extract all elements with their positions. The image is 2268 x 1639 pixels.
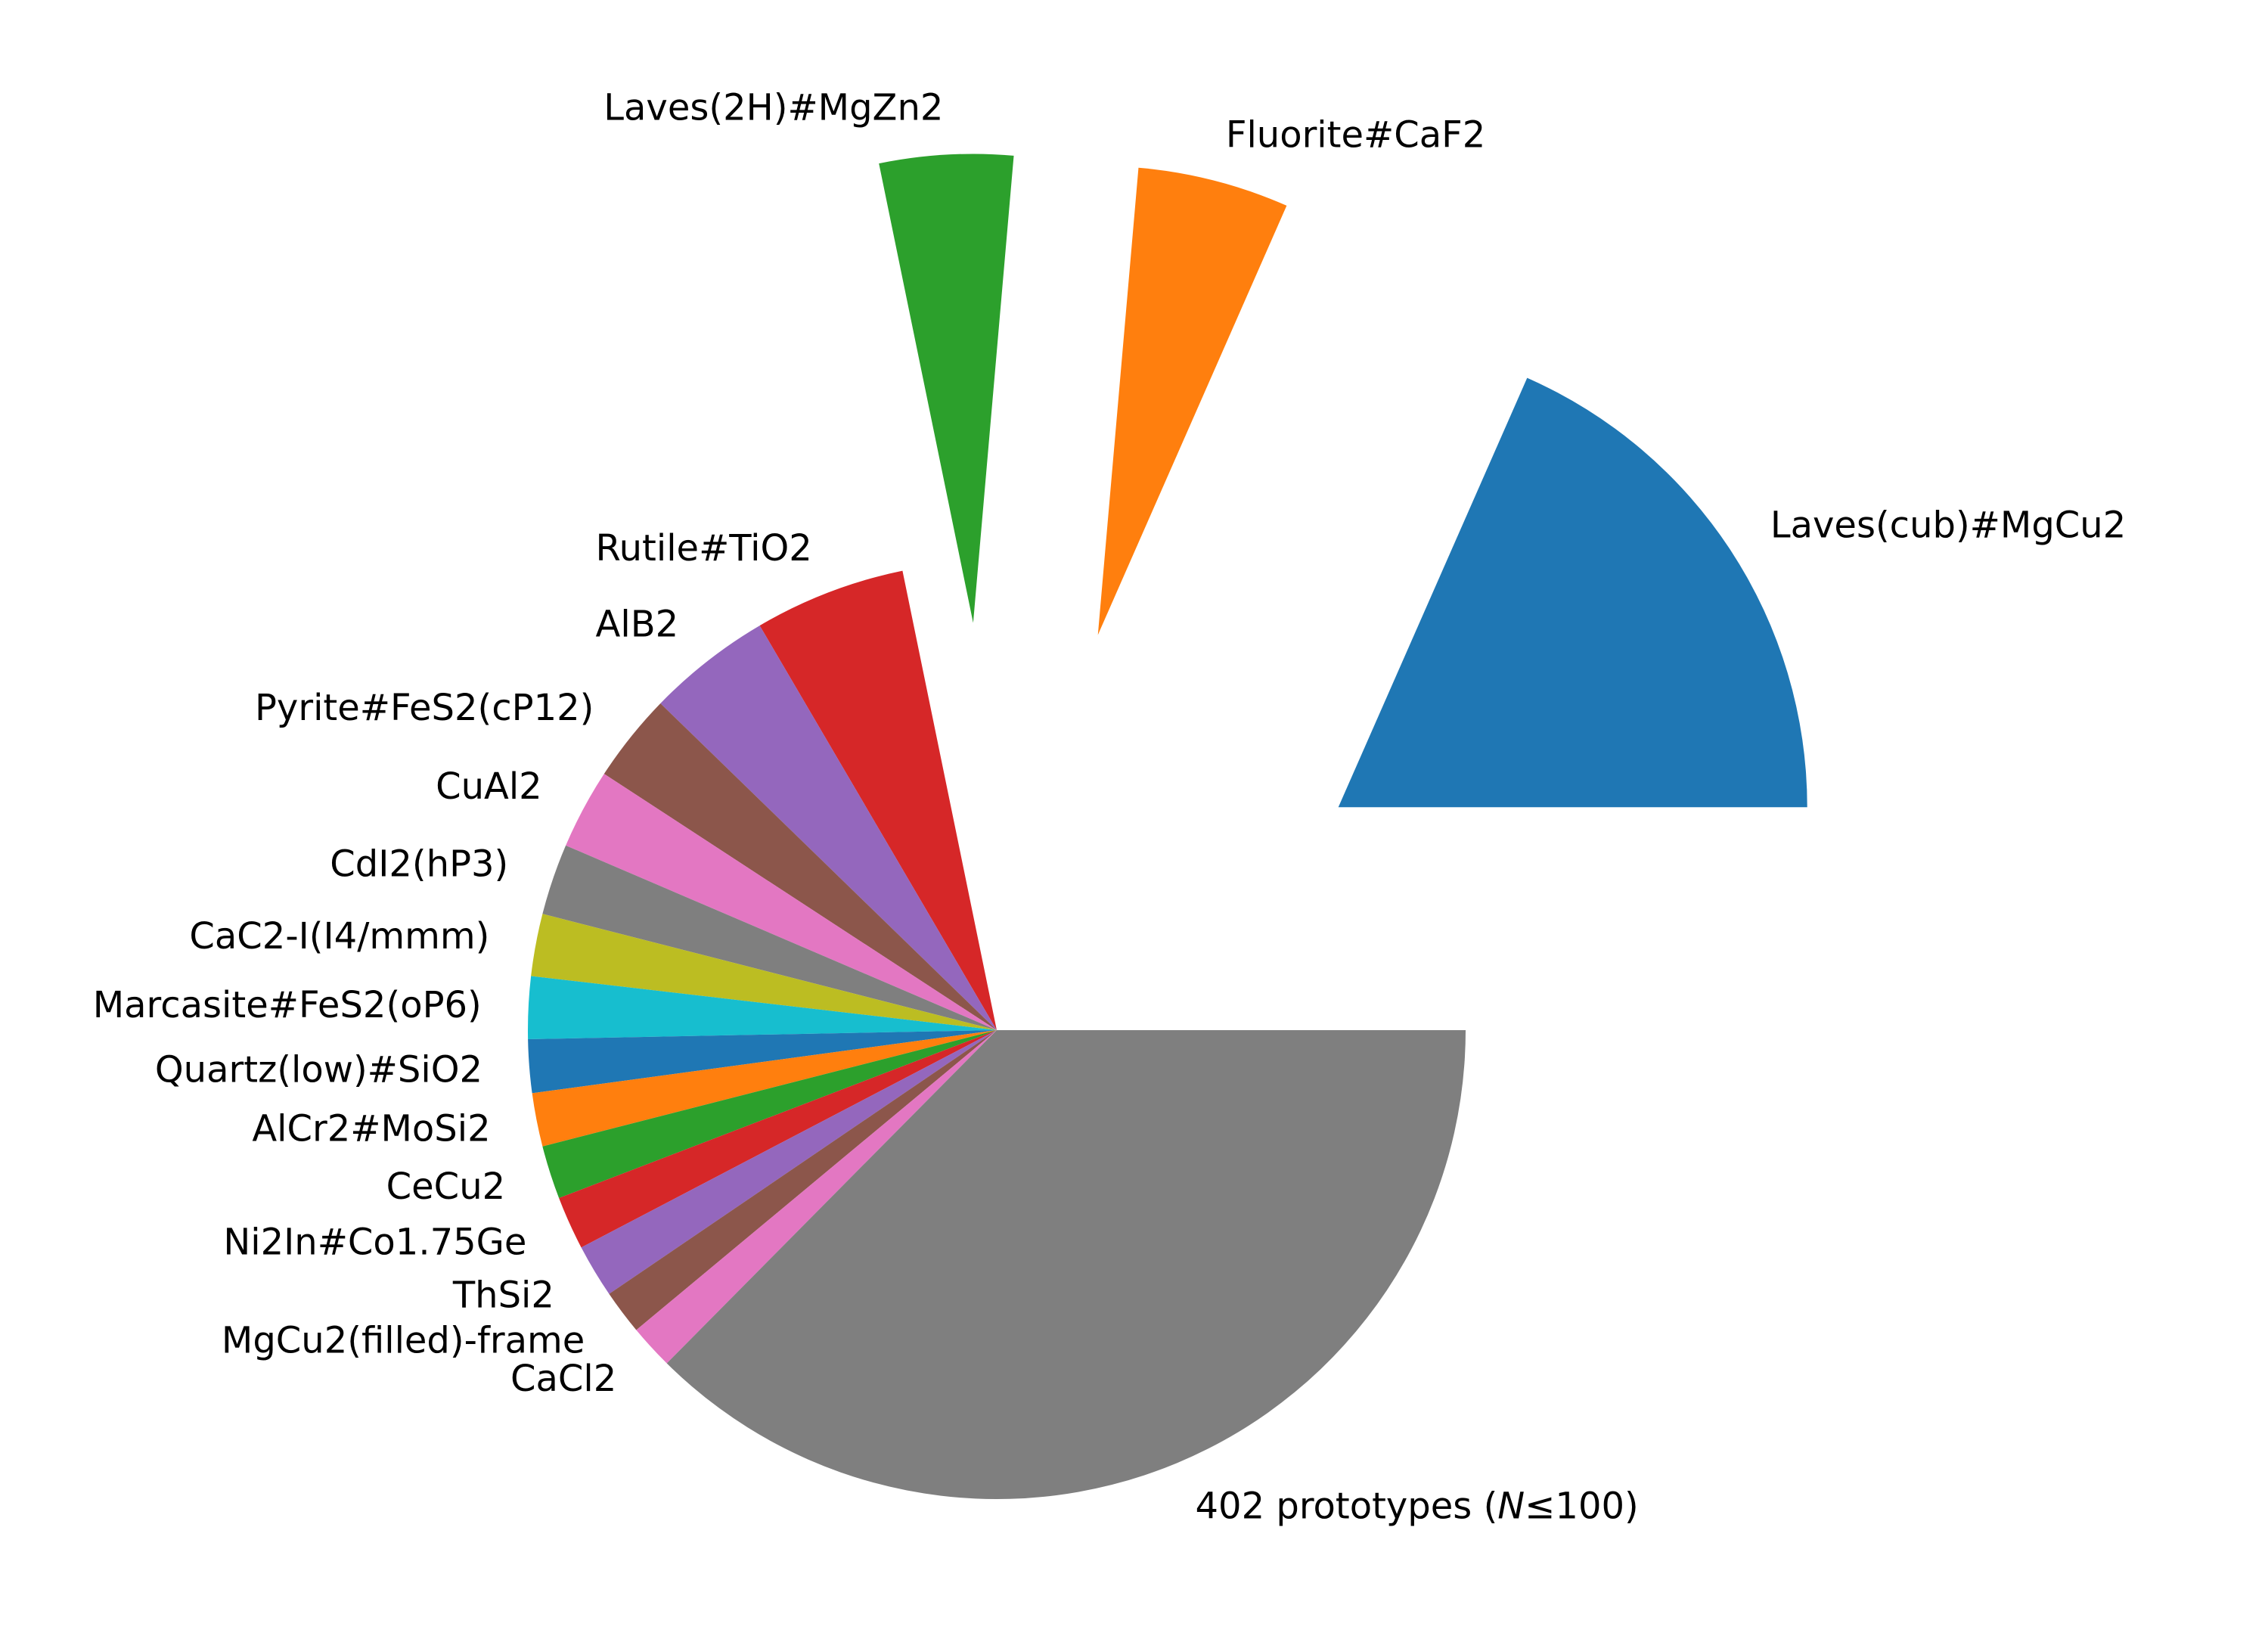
pie-slice-quartz-low-sio2	[528, 1030, 997, 1094]
pie-label-ni2in-co1-75ge: Ni2In#Co1.75Ge	[223, 1221, 526, 1264]
pie-slice-laves-cub-mgcu2	[1338, 377, 1807, 808]
pie-label-cual2: CuAl2	[436, 765, 542, 808]
pie-label-laves-2h-mgzn2: Laves(2H)#MgZn2	[603, 87, 943, 129]
pie-label-rutile-tio2: Rutile#TiO2	[595, 527, 811, 570]
pie-slice-pyrite-fes2-cp12	[603, 703, 997, 1030]
pie-slice-alcr2-mosi2	[532, 1030, 997, 1147]
pie-label-402-prototypes-n-100: 402 prototypes (N≤100)	[1196, 1485, 1639, 1527]
pie-slice-cacl2	[636, 1030, 997, 1364]
pie-label-cac2-i-i4-mmm: CaC2-I(I4/mmm)	[189, 915, 489, 958]
pie-label-cdi2-hp3: CdI2(hP3)	[330, 843, 508, 886]
pie-label-cecu2: CeCu2	[386, 1166, 506, 1208]
pie-label-laves-cub-mgcu2: Laves(cub)#MgCu2	[1770, 504, 2126, 546]
pie-slice-cdi2-hp3	[542, 845, 997, 1030]
pie-label-fluorite-caf2: Fluorite#CaF2	[1226, 114, 1485, 157]
pie-slice-ni2in-co1-75ge	[559, 1030, 997, 1248]
pie-slices	[528, 154, 1807, 1499]
pie-label-mgcu2-filled-frame: MgCu2(filled)-frame	[222, 1319, 585, 1361]
pie-slice-402-prototypes-n-100	[666, 1030, 1466, 1499]
pie-slice-mgcu2-filled-frame	[609, 1030, 997, 1330]
pie-label-cacl2: CaCl2	[510, 1358, 616, 1400]
pie-label-marcasite-fes2-op6: Marcasite#FeS2(oP6)	[93, 984, 482, 1026]
pie-labels: Laves(cub)#MgCu2 Fluorite#CaF2 Laves(2H)#M…	[93, 87, 2127, 1528]
pie-slice-thsi2	[581, 1030, 997, 1294]
pie-label-alb2: AlB2	[596, 603, 679, 645]
pie-slice-fluorite-caf2	[1097, 167, 1287, 635]
pie-label-pyrite-fes2-cp12: Pyrite#FeS2(cP12)	[255, 687, 594, 729]
pie-slice-marcasite-fes2-op6	[528, 976, 997, 1039]
pie-slice-alb2	[660, 625, 997, 1030]
pie-slice-cac2-i-i4-mmm	[531, 914, 997, 1030]
pie-label-alcr2-mosi2: AlCr2#MoSi2	[252, 1108, 490, 1150]
pie-label-quartz-low-sio2: Quartz(low)#SiO2	[155, 1049, 482, 1091]
pie-label-thsi2: ThSi2	[452, 1274, 554, 1316]
pie-slice-cecu2	[542, 1030, 997, 1199]
pie-slice-cual2	[566, 774, 997, 1030]
pie-slice-rutile-tio2	[759, 570, 997, 1030]
pie-slice-laves-2h-mgzn2	[879, 154, 1014, 623]
